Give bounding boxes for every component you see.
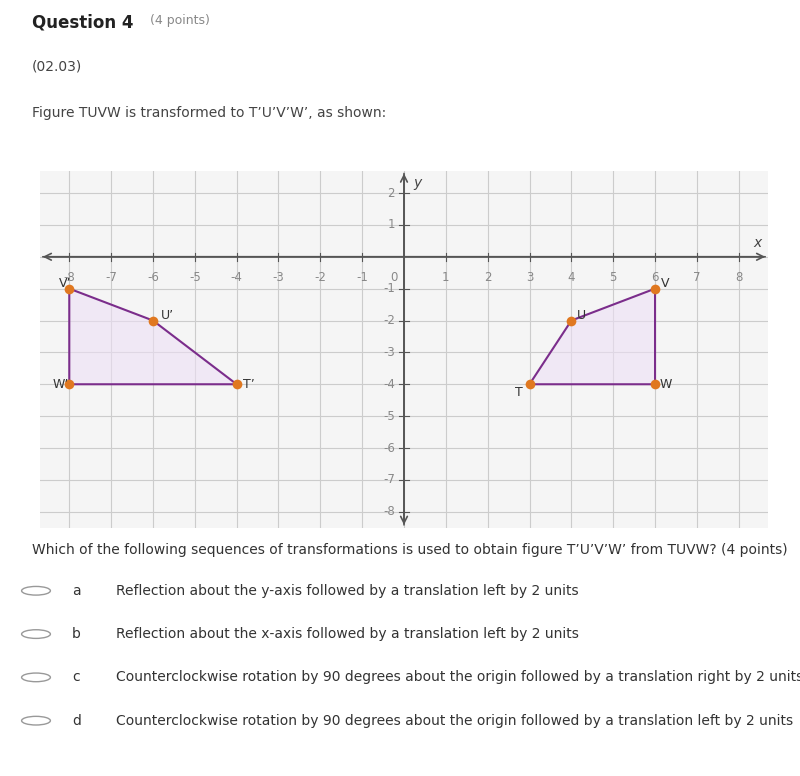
Text: -5: -5 xyxy=(189,271,201,284)
Text: W: W xyxy=(659,378,672,391)
Text: -7: -7 xyxy=(105,271,117,284)
Text: -1: -1 xyxy=(383,282,394,295)
Text: -2: -2 xyxy=(383,314,394,327)
Polygon shape xyxy=(530,289,655,384)
Text: -8: -8 xyxy=(383,505,394,518)
Text: V’: V’ xyxy=(59,277,71,290)
Text: -4: -4 xyxy=(383,378,394,391)
Polygon shape xyxy=(70,289,237,384)
Text: -3: -3 xyxy=(383,346,394,359)
Text: x: x xyxy=(754,236,762,250)
Text: 1: 1 xyxy=(387,218,394,231)
Text: U: U xyxy=(578,309,586,322)
Text: -7: -7 xyxy=(383,473,394,487)
Text: V: V xyxy=(662,277,670,290)
Text: -4: -4 xyxy=(230,271,242,284)
Text: (02.03): (02.03) xyxy=(32,60,82,74)
Text: Counterclockwise rotation by 90 degrees about the origin followed by a translati: Counterclockwise rotation by 90 degrees … xyxy=(116,670,800,684)
Text: 2: 2 xyxy=(387,186,394,199)
Text: 0: 0 xyxy=(390,271,398,284)
Text: 8: 8 xyxy=(735,271,742,284)
Text: T: T xyxy=(515,386,523,399)
Text: 7: 7 xyxy=(693,271,701,284)
Text: Counterclockwise rotation by 90 degrees about the origin followed by a translati: Counterclockwise rotation by 90 degrees … xyxy=(116,714,793,728)
Text: c: c xyxy=(72,670,80,684)
Text: 2: 2 xyxy=(484,271,491,284)
Text: a: a xyxy=(72,584,81,598)
Text: Question 4: Question 4 xyxy=(32,14,134,32)
Text: 6: 6 xyxy=(651,271,658,284)
Text: 3: 3 xyxy=(526,271,534,284)
Text: W’: W’ xyxy=(53,378,69,391)
Text: Which of the following sequences of transformations is used to obtain figure T’U: Which of the following sequences of tran… xyxy=(32,542,788,556)
Text: T’: T’ xyxy=(243,378,255,391)
Text: U’: U’ xyxy=(161,309,174,322)
Text: -3: -3 xyxy=(273,271,284,284)
Text: -5: -5 xyxy=(383,410,394,423)
Text: 4: 4 xyxy=(568,271,575,284)
Text: Reflection about the x-axis followed by a translation left by 2 units: Reflection about the x-axis followed by … xyxy=(116,627,579,641)
Text: b: b xyxy=(72,627,81,641)
Text: -8: -8 xyxy=(63,271,75,284)
Text: -2: -2 xyxy=(314,271,326,284)
Text: d: d xyxy=(72,714,81,728)
Text: y: y xyxy=(414,175,422,189)
Text: Reflection about the y-axis followed by a translation left by 2 units: Reflection about the y-axis followed by … xyxy=(116,584,578,598)
Text: -6: -6 xyxy=(383,442,394,455)
Text: Figure TUVW is transformed to T’U’V’W’, as shown:: Figure TUVW is transformed to T’U’V’W’, … xyxy=(32,106,386,120)
Text: 5: 5 xyxy=(610,271,617,284)
Text: 1: 1 xyxy=(442,271,450,284)
Text: -1: -1 xyxy=(356,271,368,284)
Text: -6: -6 xyxy=(147,271,159,284)
Text: (4 points): (4 points) xyxy=(146,14,210,26)
